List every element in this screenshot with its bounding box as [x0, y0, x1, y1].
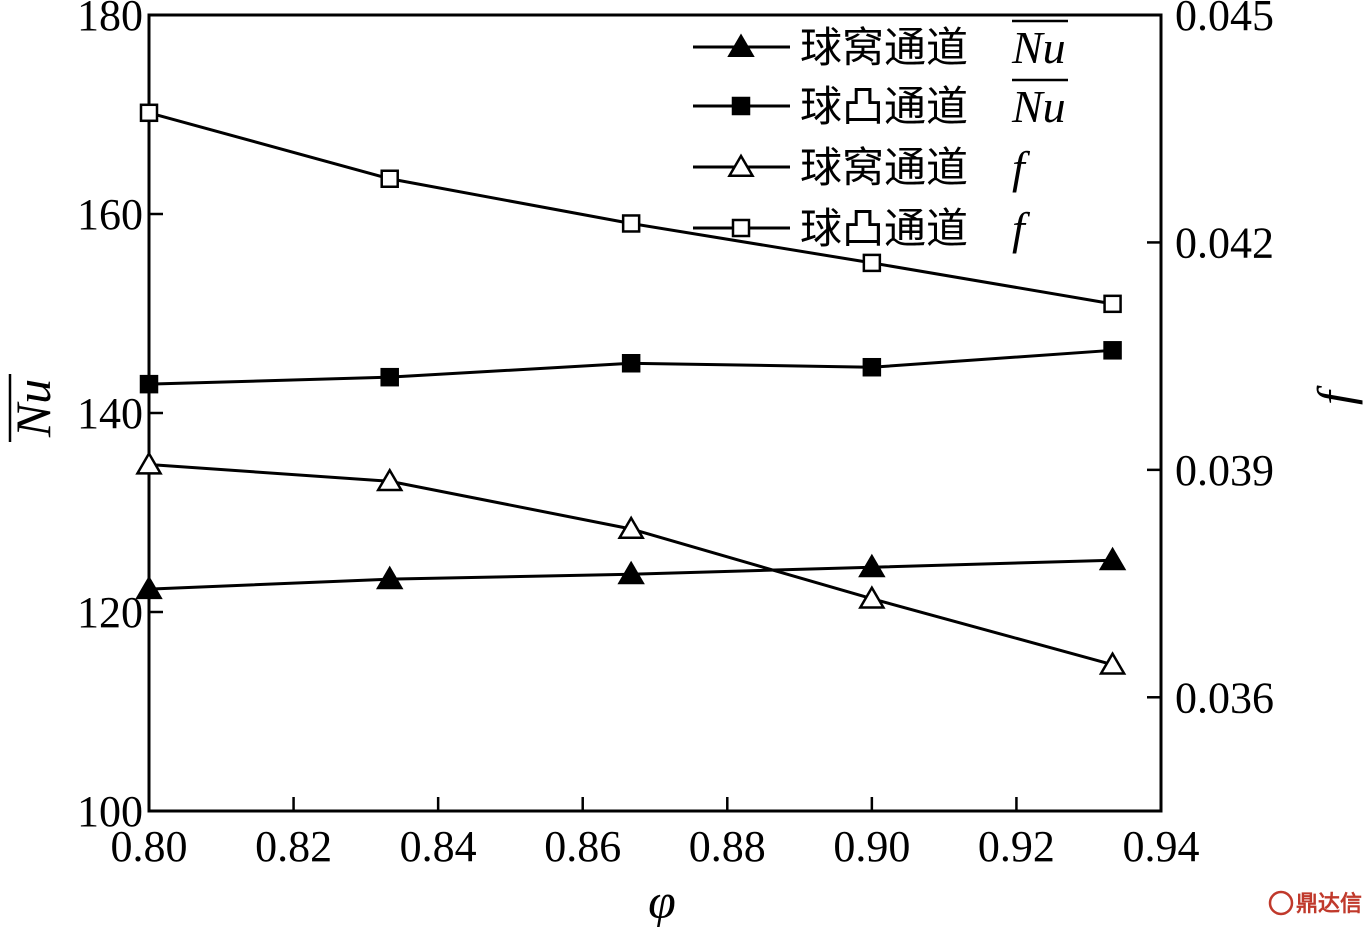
- legend: 球窝通道 Nu 球凸通道 Nu 球窝通道 f 球凸通道 f: [693, 19, 1068, 254]
- right-y-tick-label: 0.036: [1175, 673, 1274, 722]
- right-y-tick-label: 0.039: [1175, 446, 1274, 495]
- legend-marker: [731, 96, 751, 116]
- data-point: [862, 253, 882, 273]
- watermark-text: 鼎达信: [1296, 891, 1362, 917]
- legend-label: 球凸通道: [800, 82, 968, 131]
- data-point: [135, 451, 163, 475]
- axes: [147, 13, 1163, 813]
- data-point: [135, 575, 163, 600]
- series-line: [148, 111, 1113, 306]
- data-point: [375, 467, 404, 492]
- watermark: 鼎达信: [1268, 890, 1362, 917]
- legend-label: 球窝通道: [800, 23, 968, 72]
- left-axis-label: Nu: [5, 379, 61, 438]
- x-tick-label: 0.90: [833, 822, 910, 871]
- data-point: [380, 169, 399, 188]
- legend-symbol: f: [1012, 203, 1031, 254]
- x-tick-label: 0.92: [978, 822, 1055, 871]
- tick-marks: [147, 13, 1163, 813]
- series-1: [135, 546, 1127, 600]
- left-y-tick-label: 180: [77, 0, 143, 40]
- data-point: [617, 515, 645, 540]
- x-axis-label: φ: [648, 873, 676, 927]
- legend-item-4: 球凸通道 f: [693, 203, 1031, 254]
- legend-label: 球凸通道: [800, 204, 968, 253]
- x-tick-label: 0.82: [255, 822, 332, 871]
- data-point: [375, 565, 404, 590]
- x-tick-label: 0.94: [1123, 822, 1200, 871]
- left-axis-title: Nu: [5, 374, 61, 442]
- left-y-tick-label: 160: [77, 190, 143, 239]
- data-point: [621, 214, 641, 233]
- legend-item-1: 球窝通道 Nu: [693, 19, 1068, 73]
- data-point: [1103, 341, 1122, 360]
- x-tick-label: 0.80: [111, 822, 188, 871]
- data-point: [858, 585, 886, 609]
- data-point: [617, 560, 645, 585]
- data-point: [862, 357, 882, 377]
- watermark-logo-icon: [1268, 890, 1294, 916]
- x-tick-label: 0.86: [544, 822, 621, 871]
- plot-frame: [147, 13, 1163, 813]
- legend-marker: [727, 33, 755, 58]
- series-4: [139, 103, 1122, 314]
- data-point: [139, 103, 159, 123]
- series-2: [139, 341, 1122, 394]
- data-point: [1098, 651, 1127, 675]
- x-tick-label: 0.84: [400, 822, 477, 871]
- series-3: [135, 451, 1127, 675]
- legend-item-3: 球窝通道 f: [693, 142, 1031, 193]
- data-point: [621, 354, 641, 373]
- tick-labels: 0.80 0.82 0.84 0.86 0.88 0.90 0.92 0.94 100 120 14…: [77, 0, 1274, 871]
- right-axis-label: f: [1307, 385, 1363, 405]
- right-y-tick-label: 0.042: [1175, 218, 1274, 267]
- legend-marker: [731, 218, 751, 238]
- left-y-tick-label: 140: [77, 389, 143, 438]
- legend-marker: [727, 153, 755, 178]
- data-point: [1098, 546, 1127, 571]
- legend-symbol: Nu: [1011, 22, 1066, 73]
- x-tick-label: 0.88: [689, 822, 766, 871]
- right-axis-title: f: [1307, 385, 1363, 405]
- series-layer: [135, 103, 1127, 675]
- data-point: [858, 553, 886, 578]
- x-axis-title: φ: [648, 873, 676, 927]
- data-point: [1103, 294, 1122, 314]
- legend-symbol: f: [1012, 142, 1031, 193]
- right-y-tick-label: 0.045: [1175, 0, 1274, 40]
- left-y-tick-label: 120: [77, 588, 143, 637]
- legend-item-2: 球凸通道 Nu: [693, 78, 1068, 132]
- data-point: [139, 374, 159, 394]
- left-y-tick-label: 100: [77, 787, 143, 836]
- legend-label: 球窝通道: [800, 143, 968, 192]
- legend-symbol: Nu: [1011, 81, 1066, 132]
- data-point: [380, 367, 399, 387]
